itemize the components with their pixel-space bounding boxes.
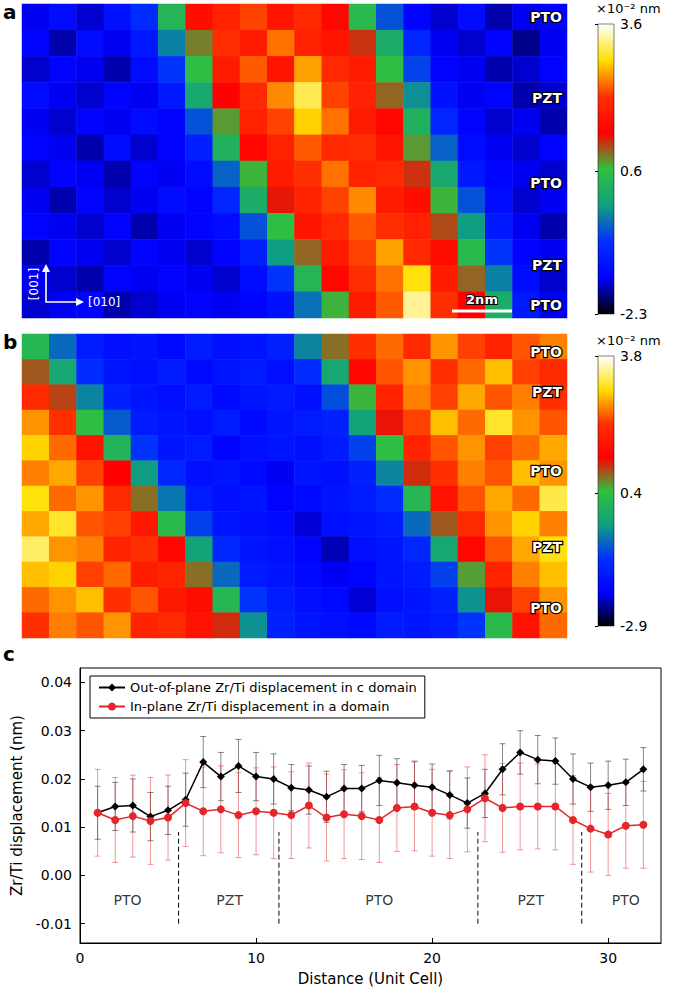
- svg-text:30: 30: [599, 950, 617, 966]
- svg-text:PTO: PTO: [114, 892, 142, 908]
- svg-text:3.8: 3.8: [620, 348, 642, 364]
- svg-text:PZT: PZT: [532, 257, 562, 273]
- svg-text:0.4: 0.4: [620, 485, 642, 501]
- svg-text:PTO: PTO: [612, 892, 640, 908]
- svg-text:c: c: [3, 642, 15, 666]
- svg-text:2nm: 2nm: [466, 292, 498, 307]
- svg-text:PTO: PTO: [530, 297, 562, 313]
- svg-text:Zr/Ti displacement (nm): Zr/Ti displacement (nm): [8, 715, 26, 896]
- svg-text:PZT: PZT: [517, 892, 544, 908]
- svg-text:PZT: PZT: [532, 539, 562, 555]
- svg-text:×10⁻² nm: ×10⁻² nm: [596, 333, 661, 348]
- svg-text:10: 10: [247, 950, 265, 966]
- svg-text:-2.9: -2.9: [620, 618, 647, 634]
- svg-text:In-plane Zr/Ti displacement in: In-plane Zr/Ti displacement in a domain: [130, 699, 389, 714]
- svg-text:[001]: [001]: [27, 268, 41, 300]
- svg-text:PTO: PTO: [530, 600, 562, 616]
- svg-text:-2.3: -2.3: [620, 306, 647, 322]
- svg-text:0.6: 0.6: [620, 163, 642, 179]
- svg-text:0.01: 0.01: [41, 819, 72, 835]
- svg-text:PTO: PTO: [365, 892, 393, 908]
- svg-text:3.6: 3.6: [620, 16, 642, 32]
- svg-text:b: b: [3, 330, 17, 354]
- svg-text:0.00: 0.00: [41, 867, 72, 883]
- svg-text:PZT: PZT: [216, 892, 243, 908]
- svg-text:×10⁻² nm: ×10⁻² nm: [596, 1, 661, 16]
- svg-text:0.02: 0.02: [41, 771, 72, 787]
- svg-text:PTO: PTO: [530, 344, 562, 360]
- svg-text:a: a: [3, 0, 17, 24]
- svg-text:0.04: 0.04: [41, 674, 72, 690]
- svg-text:PZT: PZT: [532, 384, 562, 400]
- svg-text:PZT: PZT: [532, 90, 562, 106]
- svg-text:PTO: PTO: [530, 175, 562, 191]
- svg-text:PTO: PTO: [530, 9, 562, 25]
- svg-text:0: 0: [76, 950, 85, 966]
- svg-text:Out-of-plane Zr/Ti displacemen: Out-of-plane Zr/Ti displacement in c dom…: [130, 680, 417, 695]
- svg-text:20: 20: [423, 950, 441, 966]
- svg-text:[010]: [010]: [88, 295, 120, 309]
- svg-text:PTO: PTO: [530, 463, 562, 479]
- svg-text:Distance (Unit Cell): Distance (Unit Cell): [298, 970, 443, 988]
- svg-text:0.03: 0.03: [41, 723, 72, 739]
- svg-text:-0.01: -0.01: [36, 916, 72, 932]
